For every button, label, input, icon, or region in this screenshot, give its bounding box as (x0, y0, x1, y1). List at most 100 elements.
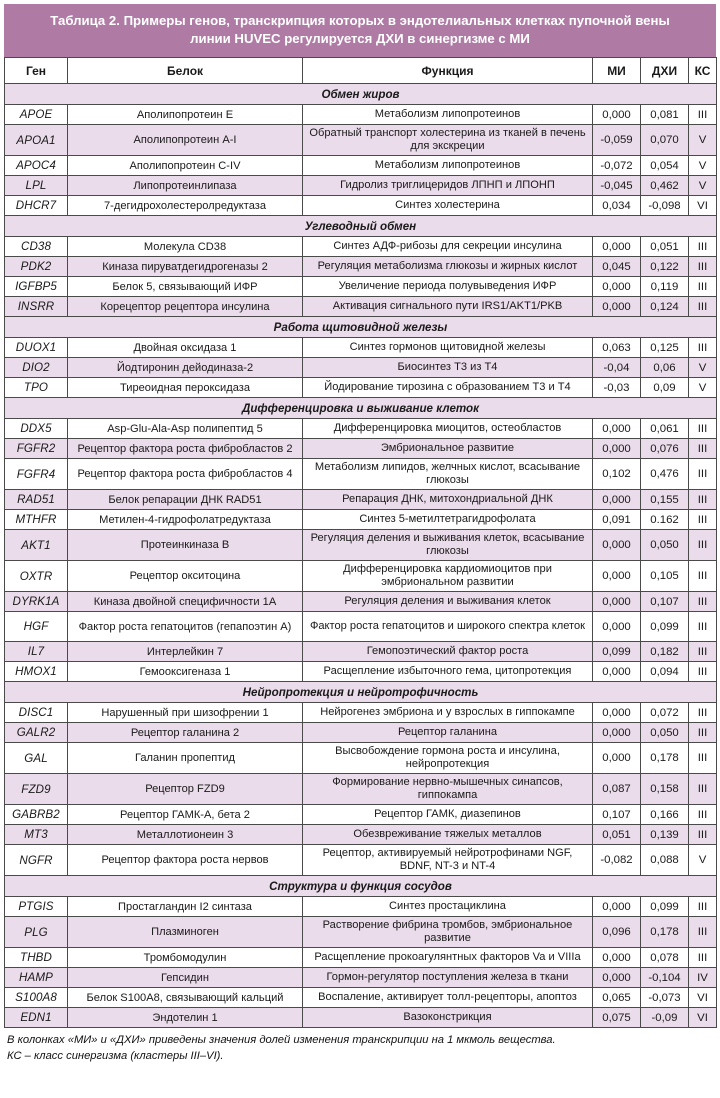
cell-mi: 0,099 (592, 641, 641, 662)
cell-dhi: 0,462 (640, 175, 689, 196)
cell-function: Биосинтез Т3 из Т4 (302, 357, 593, 378)
cell-protein: Гепсидин (67, 967, 303, 988)
cell-ks: III (688, 296, 717, 317)
section-label: Обмен жиров (4, 83, 717, 105)
cell-mi: -0,082 (592, 844, 641, 876)
cell-gene: CD38 (4, 236, 68, 257)
cell-dhi: 0,050 (640, 529, 689, 561)
cell-gene: S100A8 (4, 987, 68, 1008)
cell-mi: 0,075 (592, 1007, 641, 1028)
cell-dhi: 0,081 (640, 104, 689, 125)
cell-dhi: 0,119 (640, 276, 689, 297)
cell-mi: 0,045 (592, 256, 641, 277)
cell-function: Гормон-регулятор поступления железа в тк… (302, 967, 593, 988)
cell-mi: -0,059 (592, 124, 641, 156)
table-row: AKT1 Протеинкиназа В Регуляция деления и в… (4, 529, 717, 561)
section-label: Работа щитовидной железы (4, 316, 717, 338)
cell-mi: 0,051 (592, 824, 641, 845)
cell-dhi: 0,054 (640, 155, 689, 176)
cell-dhi: 0,158 (640, 773, 689, 805)
table-row: PDK2 Киназа пируватдегидрогеназы 2 Регуляц… (4, 256, 717, 277)
column-header-ks: КС (688, 57, 717, 84)
cell-dhi: 0,124 (640, 296, 689, 317)
table-row: HGF Фактор роста гепатоцитов (гепапоэтин … (4, 611, 717, 642)
column-header-gene: Ген (4, 57, 68, 84)
section-header-row: Углеводный обмен (4, 215, 717, 237)
cell-mi: 0,000 (592, 722, 641, 743)
table-row: PLG Плазминоген Растворение фибрина тромбо… (4, 916, 717, 948)
cell-mi: 0,000 (592, 742, 641, 774)
table-row: DIO2 Йодтиронин дейодиназа-2 Биосинтез Т3 … (4, 357, 717, 378)
column-header-mi: МИ (592, 57, 641, 84)
cell-dhi: 0,122 (640, 256, 689, 277)
cell-protein: Фактор роста гепатоцитов (гепапоэтин А) (67, 611, 303, 642)
cell-gene: FZD9 (4, 773, 68, 805)
cell-ks: V (688, 155, 717, 176)
table-row: RAD51 Белок репарации ДНК RAD51 Репарация … (4, 489, 717, 510)
section-header-row: Нейропротекция и нейротрофичность (4, 681, 717, 703)
cell-dhi: 0,139 (640, 824, 689, 845)
cell-mi: 0,000 (592, 296, 641, 317)
cell-dhi: 0,182 (640, 641, 689, 662)
table-title: Таблица 2. Примеры генов, транскрипция к… (4, 4, 716, 57)
cell-dhi: 0,070 (640, 124, 689, 156)
cell-protein: Киназа двойной специфичности 1А (67, 591, 303, 612)
cell-protein: Гемооксигеназа 1 (67, 661, 303, 682)
table-row: HAMP Гепсидин Гормон-регулятор поступления… (4, 967, 717, 988)
cell-mi: 0,000 (592, 489, 641, 510)
cell-function: Вазоконстрикция (302, 1007, 593, 1028)
cell-gene: DUOX1 (4, 337, 68, 358)
table-body: Обмен жиров APOE Аполипопротеин Е Метаболиз… (4, 83, 717, 1028)
cell-function: Синтез АДФ-рибозы для секреции инсулина (302, 236, 593, 257)
cell-mi: -0,03 (592, 377, 641, 398)
cell-mi: 0,000 (592, 236, 641, 257)
cell-gene: PTGIS (4, 896, 68, 917)
cell-function: Фактор роста гепатоцитов и широкого спек… (302, 611, 593, 642)
cell-dhi: -0,09 (640, 1007, 689, 1028)
cell-gene: APOE (4, 104, 68, 125)
cell-protein: Рецептор галанина 2 (67, 722, 303, 743)
cell-function: Эмбриональное развитие (302, 438, 593, 459)
table-row: DYRK1A Киназа двойной специфичности 1А Рег… (4, 591, 717, 612)
cell-ks: III (688, 256, 717, 277)
cell-protein: Тромбомодулин (67, 947, 303, 968)
table-row: FGFR2 Рецептор фактора роста фибробластов… (4, 438, 717, 459)
cell-mi: -0,072 (592, 155, 641, 176)
section-label: Нейропротекция и нейротрофичность (4, 681, 717, 703)
cell-protein: Рецептор FZD9 (67, 773, 303, 805)
cell-gene: IGFBP5 (4, 276, 68, 297)
cell-mi: 0,000 (592, 560, 641, 592)
cell-ks: V (688, 357, 717, 378)
cell-function: Нейрогенез эмбриона и у взрослых в гиппо… (302, 702, 593, 723)
cell-ks: III (688, 418, 717, 439)
table-row: APOC4 Аполипопротеин C-IV Метаболизм липоп… (4, 155, 717, 176)
cell-gene: DYRK1A (4, 591, 68, 612)
cell-function: Метаболизм липопротеинов (302, 155, 593, 176)
cell-mi: 0,000 (592, 967, 641, 988)
cell-gene: IL7 (4, 641, 68, 662)
cell-protein: Тиреоидная пероксидаза (67, 377, 303, 398)
cell-ks: III (688, 438, 717, 459)
table-row: DUOX1 Двойная оксидаза 1 Синтез гормонов щ… (4, 337, 717, 358)
cell-gene: GABRB2 (4, 804, 68, 825)
cell-gene: MT3 (4, 824, 68, 845)
table-row: GALR2 Рецептор галанина 2 Рецептор галанин… (4, 722, 717, 743)
cell-function: Регуляция деления и выживания клеток, вс… (302, 529, 593, 561)
cell-dhi: 0,051 (640, 236, 689, 257)
cell-gene: RAD51 (4, 489, 68, 510)
cell-protein: Белок S100A8, связывающий кальций (67, 987, 303, 1008)
cell-gene: DDX5 (4, 418, 68, 439)
table-row: LPL Липопротеинлипаза Гидролиз триглицерид… (4, 175, 717, 196)
cell-dhi: 0,099 (640, 611, 689, 642)
cell-dhi: 0,166 (640, 804, 689, 825)
cell-gene: APOA1 (4, 124, 68, 156)
cell-protein: Аполипопротеин Е (67, 104, 303, 125)
section-label: Дифференцировка и выживание клеток (4, 397, 717, 419)
column-header-dhi: ДХИ (640, 57, 689, 84)
cell-ks: III (688, 529, 717, 561)
cell-protein: Киназа пируватдегидрогеназы 2 (67, 256, 303, 277)
cell-protein: Двойная оксидаза 1 (67, 337, 303, 358)
table-row: MT3 Металлотионеин 3 Обезвреживание тяжелы… (4, 824, 717, 845)
cell-protein: Аполипопротеин C-IV (67, 155, 303, 176)
